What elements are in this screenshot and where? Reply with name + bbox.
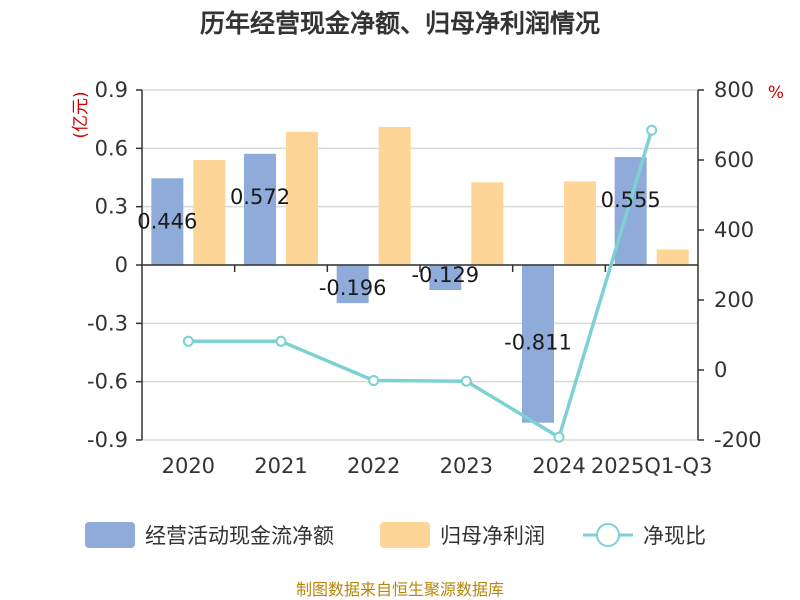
bar-net-profit (286, 131, 318, 265)
left-tick-label: 0.3 (95, 195, 128, 219)
cashflow-value-label: -0.811 (504, 331, 572, 355)
legend-label-cashflow: 经营活动现金流净额 (145, 524, 334, 548)
x-tick-label: 2022 (347, 454, 400, 478)
ratio-line-path (188, 129, 654, 439)
cashflow-value-label: 0.572 (230, 185, 290, 209)
cashflow-value-label: -0.129 (411, 263, 479, 287)
left-axis-unit: (亿元) (71, 91, 91, 138)
chart-title: 历年经营现金净额、归母净利润情况 (200, 9, 600, 38)
ratio-point (368, 375, 380, 386)
ratio-point (182, 335, 194, 347)
x-axis-labels: 2020 2021 2022 2023 2024 2025Q1-Q3 (162, 454, 713, 478)
legend: 经营活动现金流净额 归母净利润 净现比 (85, 522, 706, 548)
right-tick-label: 200 (714, 288, 754, 312)
bar-cashflow (614, 157, 647, 265)
bar-cashflow (429, 265, 462, 291)
bar-net-profit (471, 182, 504, 265)
left-axis-ticks: 0.9 0.6 0.3 0 -0.3 -0.6 -0.9 (87, 78, 128, 452)
x-tick-label: 2021 (254, 454, 307, 478)
left-tick-label: 0.6 (95, 136, 128, 160)
legend-swatch-profit (380, 522, 430, 548)
bar-net-profit (378, 126, 411, 265)
right-tick-label: 400 (714, 218, 754, 242)
x-tick-label: 2024 (532, 454, 585, 478)
bar-cashflow (522, 265, 554, 423)
cashflow-value-label: 0.446 (137, 209, 197, 233)
bar-cashflow (336, 265, 369, 304)
axes (136, 89, 699, 441)
right-axis-unit: % (768, 83, 784, 103)
legend-label-ratio: 净现比 (643, 524, 706, 548)
bar-net-profit (564, 181, 596, 265)
legend-label-profit: 归母净利润 (440, 524, 545, 548)
x-tick-label: 2023 (440, 454, 493, 478)
bar-net-profit (193, 160, 226, 265)
bar-cashflow (244, 153, 276, 265)
ratio-point (553, 431, 565, 443)
bars (151, 126, 689, 423)
right-tick-label: -200 (714, 428, 762, 452)
left-tick-label: -0.3 (87, 311, 128, 335)
left-tick-label: 0.9 (95, 78, 128, 102)
right-tick-label: 600 (714, 148, 754, 172)
x-tick-label: 2025Q1-Q3 (591, 454, 713, 478)
bar-cashflow (151, 178, 184, 265)
x-tick-label: 2020 (162, 454, 215, 478)
left-tick-label: -0.9 (87, 428, 128, 452)
ratio-point (646, 124, 658, 136)
ratio-point (275, 335, 287, 347)
right-tick-label: 0 (714, 358, 727, 382)
left-tick-label: -0.6 (87, 370, 128, 394)
ratio-line (182, 124, 658, 443)
right-axis-ticks: 800 600 400 200 0 -200 (698, 78, 762, 452)
data-labels: 0.446 0.572 -0.196 -0.129 -0.811 0.555 (137, 185, 660, 355)
source-note: 制图数据来自恒生聚源数据库 (296, 580, 504, 599)
cashflow-value-label: -0.196 (319, 276, 387, 300)
bar-net-profit (656, 249, 689, 265)
cashflow-value-label: 0.555 (601, 188, 661, 212)
right-tick-label: 800 (714, 78, 754, 102)
legend-swatch-cashflow (85, 522, 135, 548)
ratio-point (460, 375, 472, 387)
left-tick-label: 0 (115, 253, 128, 277)
legend-marker-ratio (596, 523, 620, 547)
